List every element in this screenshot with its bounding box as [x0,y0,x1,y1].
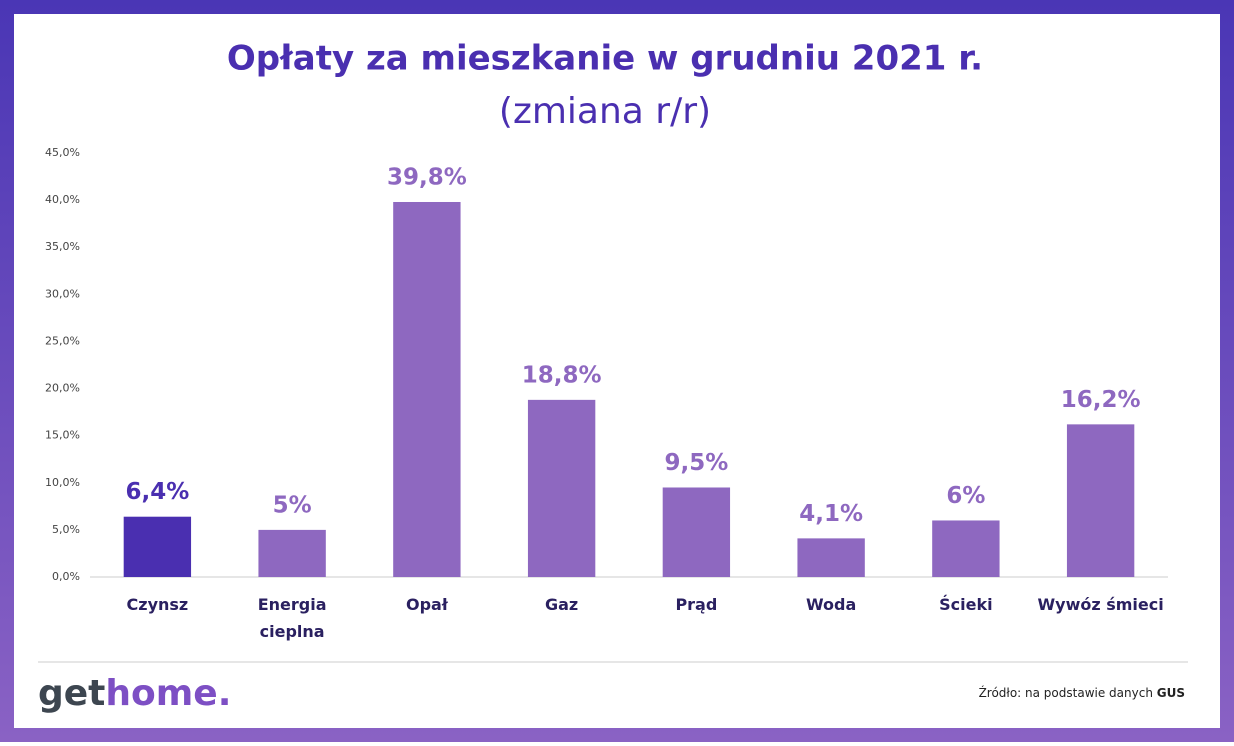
bar [527,399,596,577]
x-tick-label: Ścieki [939,595,992,614]
x-tick-label: Czynsz [127,595,189,614]
logo-part: home. [105,673,231,714]
y-tick-label: 15,0% [45,429,80,442]
bar [258,529,326,577]
x-tick-label: Gaz [545,595,578,614]
bar [797,538,865,577]
y-tick-label: 0,0% [52,570,80,583]
y-tick-label: 40,0% [45,193,80,206]
value-label: 4,1% [799,501,863,527]
y-tick-label: 5,0% [52,523,80,536]
card [14,14,1220,728]
x-tick-label: Woda [806,595,856,614]
y-tick-label: 45,0% [45,146,80,159]
logo: gethome. [38,673,231,714]
bar [123,516,192,577]
value-label: 5% [273,492,312,518]
bar [932,520,1000,577]
y-tick-label: 30,0% [45,287,80,300]
value-label: 16,2% [1061,387,1141,413]
x-tick-label: Wywóz śmieci [1038,595,1164,614]
source: Źródło: na podstawie danych GUS [979,685,1185,700]
value-label: 18,8% [522,362,602,388]
y-tick-label: 20,0% [45,382,80,395]
source-emphasis: GUS [1157,686,1185,700]
x-tick-label: Prąd [675,595,717,614]
bar [1066,424,1135,577]
chart-subtitle: (zmiana r/r) [499,91,711,132]
y-tick-label: 35,0% [45,240,80,253]
bar [662,487,731,577]
value-label: 9,5% [664,450,728,476]
source-text: Źródło: na podstawie danych [979,685,1157,700]
chart-title: Opłaty za mieszkanie w grudniu 2021 r. [227,39,983,79]
value-label: 39,8% [387,164,467,190]
x-tick-label: Opał [406,595,449,614]
logo-part: get [38,673,105,714]
value-label: 6% [946,483,985,509]
y-tick-label: 10,0% [45,476,80,489]
value-label: 6,4% [125,479,189,505]
y-tick-label: 25,0% [45,334,80,347]
x-tick-label: Energia cieplna [258,595,327,641]
bar [393,201,461,578]
